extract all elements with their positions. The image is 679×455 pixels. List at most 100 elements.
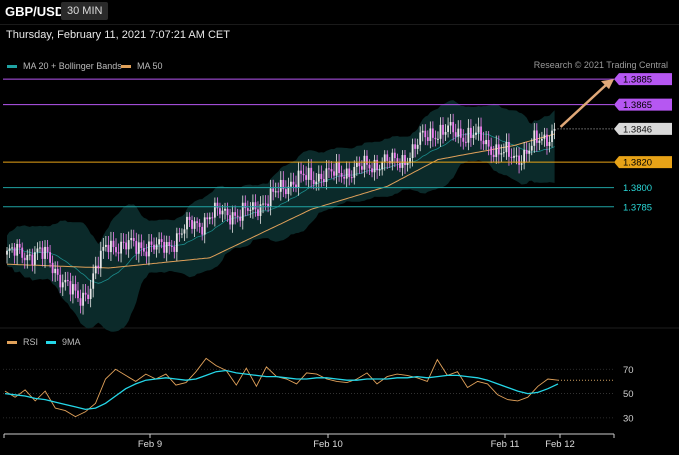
candle: [470, 119, 472, 147]
candle: [56, 261, 59, 281]
candle-body: [416, 144, 419, 149]
candle: [520, 155, 523, 171]
candle: [130, 229, 133, 249]
candle-body: [26, 255, 29, 261]
legend-ma20-label: MA 20 + Bollinger Bands: [23, 61, 122, 71]
candle-body: [419, 132, 422, 145]
candle-body: [345, 168, 348, 179]
candle: [236, 208, 239, 223]
candle-body: [404, 155, 406, 166]
candle: [358, 156, 361, 174]
candle-body: [297, 170, 300, 188]
x-tick-label: Feb 10: [313, 439, 343, 450]
candle-body: [366, 155, 368, 165]
candle: [416, 138, 419, 155]
candle: [104, 235, 107, 252]
candle: [376, 155, 379, 179]
candle-body: [112, 240, 115, 248]
candle-body: [551, 130, 553, 143]
candle: [515, 147, 518, 165]
candle-body: [401, 155, 404, 168]
candle: [219, 202, 221, 219]
header-divider: [0, 24, 679, 25]
candle: [18, 239, 21, 254]
candle: [464, 133, 467, 147]
candle: [290, 172, 292, 196]
candle-body: [64, 279, 67, 283]
candle: [335, 154, 338, 184]
candle-body: [480, 126, 482, 141]
candle-body: [79, 298, 82, 306]
level-label: 1.3865: [623, 100, 652, 111]
candle: [107, 235, 110, 260]
candle: [383, 150, 386, 171]
candle-body: [33, 252, 36, 265]
candle-body: [49, 252, 51, 263]
candle: [97, 256, 100, 275]
candle-body: [508, 141, 510, 157]
candle-body: [391, 152, 394, 164]
candle-body: [104, 244, 107, 247]
candle-body: [540, 138, 543, 141]
candle: [198, 218, 201, 233]
candle: [535, 123, 538, 152]
candle-body: [148, 241, 150, 257]
candle: [122, 233, 125, 250]
candle-body: [467, 127, 470, 143]
candle: [482, 131, 485, 151]
candle-body: [44, 246, 46, 259]
timeframe-badge[interactable]: 30 MIN: [61, 2, 109, 20]
candle: [39, 241, 41, 253]
candle: [72, 275, 74, 304]
candle-body: [490, 146, 493, 155]
candle: [284, 180, 287, 199]
candle-body: [234, 212, 237, 216]
candle-body: [188, 216, 191, 221]
candle: [112, 231, 115, 255]
candle: [297, 161, 300, 196]
candle: [254, 194, 257, 217]
candle-body: [543, 134, 546, 139]
candle: [424, 124, 427, 146]
candle-body: [130, 238, 133, 241]
candle: [386, 150, 389, 170]
candles: [6, 113, 556, 315]
candle-body: [325, 168, 328, 183]
candle-body: [399, 162, 401, 168]
arrow-shaft: [559, 82, 609, 128]
candle: [145, 243, 148, 264]
candle-body: [226, 208, 229, 216]
candle: [213, 197, 216, 227]
candle-body: [510, 156, 513, 158]
candle-body: [328, 168, 330, 170]
candle: [69, 272, 72, 302]
candle: [487, 131, 490, 156]
candle-body: [99, 250, 102, 269]
candle: [393, 148, 396, 168]
research-credit: Research © 2021 Trading Central: [533, 60, 668, 70]
candle-body: [56, 268, 59, 275]
candle: [530, 138, 533, 156]
candle-body: [429, 128, 432, 141]
candle: [439, 117, 442, 147]
candle-body: [208, 217, 211, 220]
candle: [8, 244, 11, 259]
candle: [320, 165, 323, 187]
price-level-pivot: 1.3820: [3, 156, 672, 169]
candle: [148, 233, 150, 266]
candle: [525, 142, 528, 163]
candle: [317, 165, 320, 191]
candle-body: [533, 130, 536, 146]
candle-body: [492, 154, 495, 158]
candle-body: [307, 167, 310, 180]
candle-body: [41, 247, 44, 259]
candle-body: [140, 242, 143, 249]
candle: [178, 227, 181, 242]
candle-body: [350, 177, 353, 179]
candle: [277, 182, 280, 199]
candle-body: [355, 162, 358, 167]
candle-body: [411, 144, 414, 159]
candle-body: [277, 191, 280, 193]
rsi-tick-label: 70: [623, 365, 634, 376]
